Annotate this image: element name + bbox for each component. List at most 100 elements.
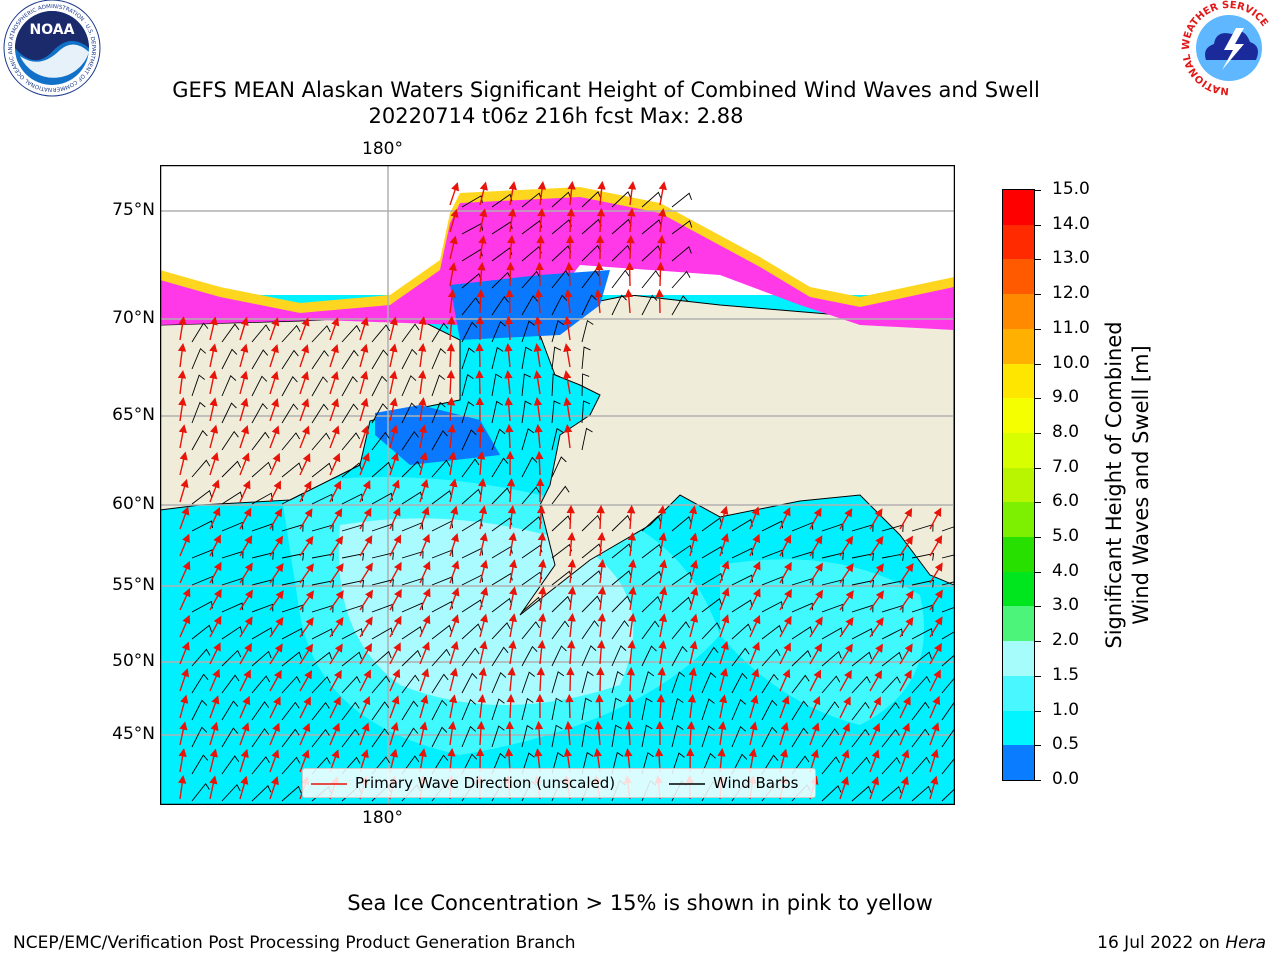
wind-barb (521, 373, 531, 397)
wind-barb (191, 430, 208, 451)
wave-direction-arrow (419, 506, 430, 530)
wave-direction-arrow (869, 643, 884, 665)
wave-direction-arrow (479, 559, 489, 584)
wave-direction-arrow (269, 535, 284, 557)
wave-direction-arrow (505, 288, 514, 314)
wave-direction-arrow (209, 588, 222, 611)
wave-direction-arrow (563, 397, 572, 422)
wave-direction-arrow (899, 616, 914, 638)
wind-barb (791, 727, 809, 748)
wave-direction-arrow (389, 668, 401, 692)
wind-barb (911, 579, 935, 588)
wave-direction-arrow (689, 613, 699, 638)
wind-barb (881, 785, 902, 802)
wind-barb (731, 725, 747, 748)
wind-barb (491, 346, 504, 370)
wind-barb (641, 697, 653, 721)
wave-direction-arrow (299, 643, 314, 665)
wave-direction-arrow (656, 261, 665, 287)
wave-direction-arrow (627, 207, 636, 233)
wave-direction-arrow (178, 397, 187, 422)
wave-direction-arrow (209, 534, 221, 557)
colorbar-segment (1003, 224, 1034, 260)
wind-barb (521, 400, 532, 424)
wave-direction-arrow (749, 533, 761, 557)
wind-barb (821, 552, 844, 560)
wave-direction-arrow (448, 451, 457, 476)
wave-direction-arrow (239, 642, 252, 665)
wind-barb (311, 432, 331, 451)
nws-logo: NATIONAL WEATHER SERVICE (1181, 0, 1276, 96)
wave-direction-arrow (419, 721, 428, 746)
wave-direction-arrow (749, 561, 761, 584)
wave-direction-arrow (389, 588, 402, 611)
wind-barb (251, 375, 268, 397)
lat-label-45: 45°N (112, 724, 155, 744)
wave-direction-arrow (477, 450, 486, 476)
wind-barb (401, 375, 417, 397)
wind-barb (251, 728, 270, 748)
wind-barb (431, 754, 449, 775)
wave-direction-arrow (567, 531, 576, 557)
wind-barb (341, 651, 362, 667)
wind-barb (671, 645, 688, 667)
colorbar-tick-label: 1.5 (1052, 664, 1080, 685)
wave-direction-arrow (299, 535, 314, 557)
wind-barb (641, 595, 662, 613)
wind-barb (731, 574, 754, 586)
wind-barb (281, 756, 301, 775)
wave-direction-arrow (658, 181, 667, 206)
wave-direction-arrow (477, 693, 486, 719)
wind-barb (641, 245, 662, 262)
wind-barb (431, 648, 451, 667)
wind-barb (251, 756, 270, 775)
wave-direction-arrow (269, 480, 281, 503)
wave-direction-arrow (688, 505, 698, 530)
wave-direction-arrow (719, 505, 729, 530)
wind-barb (191, 648, 211, 667)
wave-direction-arrow (179, 614, 191, 638)
wave-direction-arrow (839, 722, 850, 746)
wind-barb (581, 191, 602, 208)
wave-direction-arrow (809, 643, 823, 665)
wave-direction-arrow (359, 452, 370, 476)
wind-barb (881, 756, 901, 775)
wind-barb (551, 595, 572, 613)
wind-barb (791, 674, 810, 694)
wind-barb (551, 373, 560, 397)
wave-direction-arrow (359, 722, 370, 746)
wind-barb (581, 319, 594, 343)
wind-barb (941, 631, 954, 640)
wind-barb (701, 698, 715, 721)
wind-barb (551, 294, 568, 316)
wave-direction-arrow (177, 369, 187, 395)
wind-barb (461, 488, 482, 505)
wave-direction-arrow (504, 342, 513, 368)
sea-ice-note: Sea Ice Concentration > 15% is shown in … (347, 891, 933, 915)
wave-direction-arrow (359, 397, 369, 422)
colorbar-segment (1003, 328, 1034, 365)
wind-barb (941, 788, 954, 802)
wind-barb (611, 645, 627, 667)
wave-direction-arrow (479, 586, 489, 611)
wind-barb (341, 579, 365, 588)
wave-direction-arrow (475, 369, 484, 395)
colorbar-tick-label: 3.0 (1052, 595, 1080, 616)
wave-direction-arrow (239, 562, 253, 584)
wave-direction-arrow (536, 234, 545, 260)
wave-direction-arrow (597, 585, 607, 611)
wave-direction-arrow (446, 396, 456, 422)
wind-barb (821, 785, 842, 802)
wind-barb (281, 785, 302, 802)
wave-direction-arrow (448, 262, 457, 287)
wind-barb (281, 579, 305, 588)
wind-barb (461, 429, 477, 451)
wind-barb (221, 323, 240, 343)
colorbar-tick-mark (1035, 606, 1041, 608)
wave-direction-arrow (809, 589, 824, 611)
wind-barb (521, 724, 534, 748)
wave-direction-arrow (537, 639, 546, 665)
legend-primary-wave: Primary Wave Direction (unscaled) (355, 774, 616, 792)
wave-direction-arrow (627, 531, 637, 557)
footer-right: 16 Jul 2022 on Hera (1097, 933, 1266, 953)
